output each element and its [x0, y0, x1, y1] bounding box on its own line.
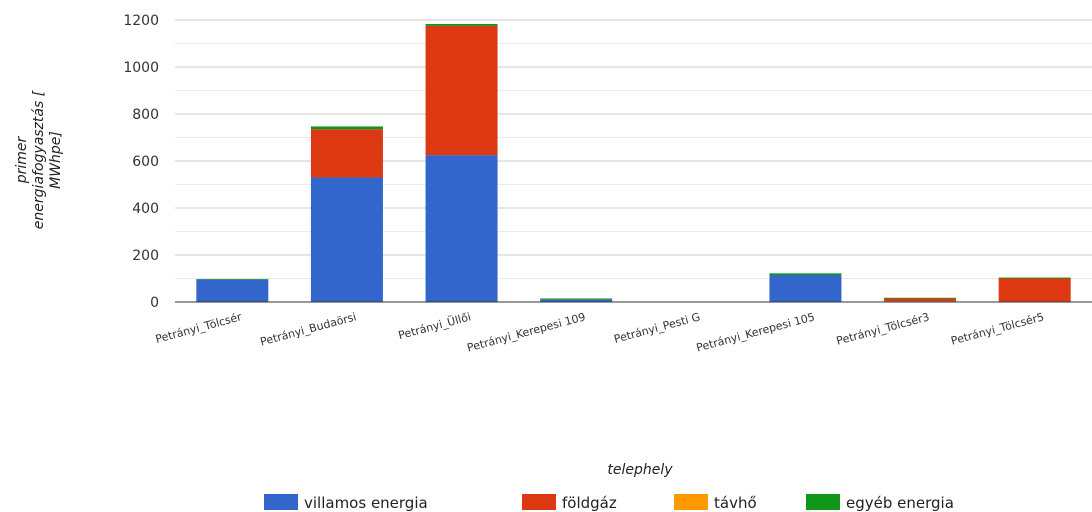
legend-item: távhő [674, 494, 757, 512]
bar-segment [998, 277, 1071, 279]
x-tick-label: Petrányi_Pesti G [612, 310, 701, 346]
legend: villamos energia földgáz távhő egyéb energi… [264, 494, 954, 512]
x-tick-label: Petrányi_Kerepesi 109 [466, 310, 587, 354]
legend-label: földgáz [562, 494, 617, 512]
bar-segment [310, 129, 383, 178]
bar-segment [884, 298, 957, 302]
legend-swatch [264, 494, 298, 510]
bar-segment [196, 278, 269, 280]
x-tick-label: Petrányi_Üllői [397, 310, 472, 342]
bar-segment [769, 274, 842, 302]
bar-segment [540, 298, 613, 300]
legend-label: távhő [714, 494, 757, 512]
legend-swatch [806, 494, 840, 510]
y-axis-title: primerenergiafogyasztás [MWhpe] [14, 90, 64, 229]
x-tick-label: Petrányi_Tölcsér5 [950, 310, 1046, 347]
y-tick-label: 800 [132, 107, 159, 123]
bar-segment [425, 155, 498, 302]
bar-segment [540, 299, 613, 302]
x-axis-title: telephely [607, 462, 673, 478]
legend-item: egyéb energia [806, 494, 954, 512]
x-tick-label: Petrányi_Tölcsér3 [835, 310, 931, 347]
bar-segment [425, 23, 498, 26]
y-tick-label: 200 [132, 248, 159, 264]
y-tick-label: 1000 [123, 60, 159, 76]
y-tick-label: 1200 [123, 13, 159, 29]
y-tick-label: 600 [132, 154, 159, 170]
bar-segment [310, 126, 383, 130]
bar-segment [884, 297, 957, 299]
y-axis-ticks: 0 200 400 600 800 1000 1200 [123, 13, 159, 311]
x-tick-label: Petrányi_Tölcsér [154, 310, 244, 346]
x-tick-label: Petrányi_Kerepesi 105 [695, 310, 816, 354]
y-tick-label: 0 [150, 295, 159, 311]
legend-label: villamos energia [304, 494, 428, 512]
legend-item: földgáz [522, 494, 617, 512]
legend-label: egyéb energia [846, 494, 954, 512]
bar-segment [310, 177, 383, 302]
bar-segment [425, 25, 498, 156]
legend-swatch [522, 494, 556, 510]
x-tick-label: Petrányi_Budaörsi [259, 310, 358, 348]
bar-segment [769, 273, 842, 275]
legend-swatch [674, 494, 708, 510]
x-axis-ticks: Petrányi_Tölcsér Petrányi_Budaörsi Petrány… [154, 310, 1045, 354]
legend-item: villamos energia [264, 494, 428, 512]
bar-segment [998, 278, 1071, 302]
y-tick-label: 400 [132, 201, 159, 217]
bar-segment [196, 279, 269, 302]
bars [196, 23, 1071, 302]
